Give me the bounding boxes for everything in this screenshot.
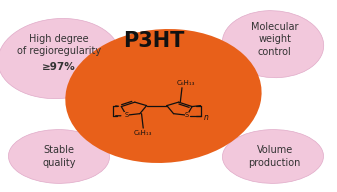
Text: High degree
of regioregularity: High degree of regioregularity [17,34,101,56]
Text: S: S [124,112,128,118]
Text: Volume
production: Volume production [248,145,301,168]
Ellipse shape [222,130,324,183]
Text: S: S [185,112,189,118]
Ellipse shape [8,130,110,183]
Text: Molecular
weight
control: Molecular weight control [251,22,298,57]
Text: ≥97%: ≥97% [42,62,76,72]
Ellipse shape [222,11,324,78]
Ellipse shape [0,18,120,99]
Text: Stable
quality: Stable quality [42,145,76,168]
Text: P3HT: P3HT [123,31,184,51]
Ellipse shape [65,29,262,163]
Text: C₆H₁₃: C₆H₁₃ [176,80,194,86]
Text: C₆H₁₃: C₆H₁₃ [134,130,152,136]
Text: n: n [204,113,209,122]
